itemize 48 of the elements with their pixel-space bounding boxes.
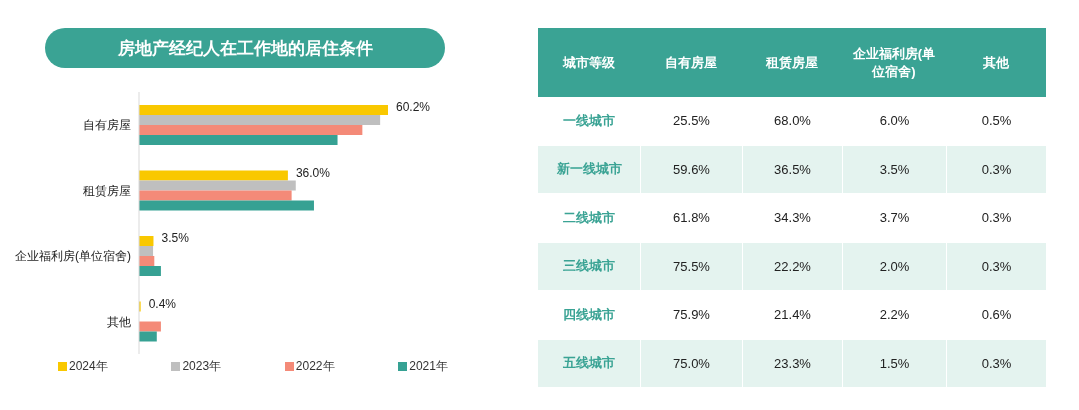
y-tick-label: 其他 bbox=[107, 314, 131, 329]
y-tick-label: 新一线城市 bbox=[555, 160, 623, 179]
data-label: 21.4% bbox=[742, 291, 842, 339]
legend-label: 2022年 bbox=[295, 358, 335, 375]
data-label: 23.3% bbox=[742, 339, 842, 387]
data-label: 68.0% bbox=[742, 97, 842, 145]
data-label: 0.3% bbox=[946, 145, 1046, 193]
x-tick-label: 企业福利房(单位宿舍) bbox=[851, 44, 937, 81]
y-tick-label: 租赁房屋 bbox=[83, 183, 131, 198]
data-label: 34.3% bbox=[742, 194, 842, 242]
data-label: 59.6% bbox=[640, 145, 742, 193]
x-tick-label: 自有房屋 bbox=[664, 53, 718, 72]
data-label: 75.0% bbox=[640, 339, 742, 387]
y-axis-title: 城市等级 bbox=[561, 53, 616, 72]
data-label: 25.5% bbox=[640, 97, 742, 145]
data-label: 0.5% bbox=[946, 97, 1046, 145]
data-label: 36.0% bbox=[295, 165, 331, 180]
data-label: 22.2% bbox=[742, 242, 842, 290]
data-label: 75.9% bbox=[640, 291, 742, 339]
legend-label: 2024年 bbox=[69, 358, 108, 375]
data-label: 75.5% bbox=[640, 242, 742, 290]
legend-label: 2023年 bbox=[182, 358, 222, 375]
data-label: 60.2% bbox=[396, 100, 431, 115]
y-tick-label: 四线城市 bbox=[562, 305, 616, 324]
data-label: 0.3% bbox=[946, 339, 1046, 387]
data-label: 36.5% bbox=[742, 145, 842, 193]
y-tick-label: 自有房屋 bbox=[83, 118, 131, 133]
data-label: 3.7% bbox=[842, 194, 946, 242]
data-label: 0.4% bbox=[148, 296, 177, 311]
y-tick-label: 五线城市 bbox=[562, 354, 616, 373]
x-tick-label: 其他 bbox=[982, 53, 1010, 72]
data-label: 6.0% bbox=[842, 97, 946, 145]
data-label: 2.2% bbox=[842, 291, 946, 339]
data-label: 2.0% bbox=[842, 242, 946, 290]
x-tick-label: 租赁房屋 bbox=[765, 53, 819, 72]
y-tick-label: 三线城市 bbox=[562, 257, 616, 276]
data-label: 0.3% bbox=[946, 194, 1046, 242]
y-tick-label: 企业福利房(单位宿舍) bbox=[15, 249, 131, 264]
data-label: 3.5% bbox=[842, 145, 946, 193]
data-label: 3.5% bbox=[161, 231, 190, 246]
y-tick-label: 二线城市 bbox=[562, 208, 616, 227]
legend-label: 2021年 bbox=[409, 358, 448, 375]
data-label: 0.3% bbox=[946, 242, 1046, 290]
y-tick-label: 一线城市 bbox=[562, 111, 616, 130]
data-label: 1.5% bbox=[842, 339, 946, 387]
data-label: 0.6% bbox=[946, 291, 1046, 339]
data-label: 61.8% bbox=[640, 194, 742, 242]
chart-title: 房地产经纪人在工作地的居住条件 bbox=[45, 28, 445, 68]
